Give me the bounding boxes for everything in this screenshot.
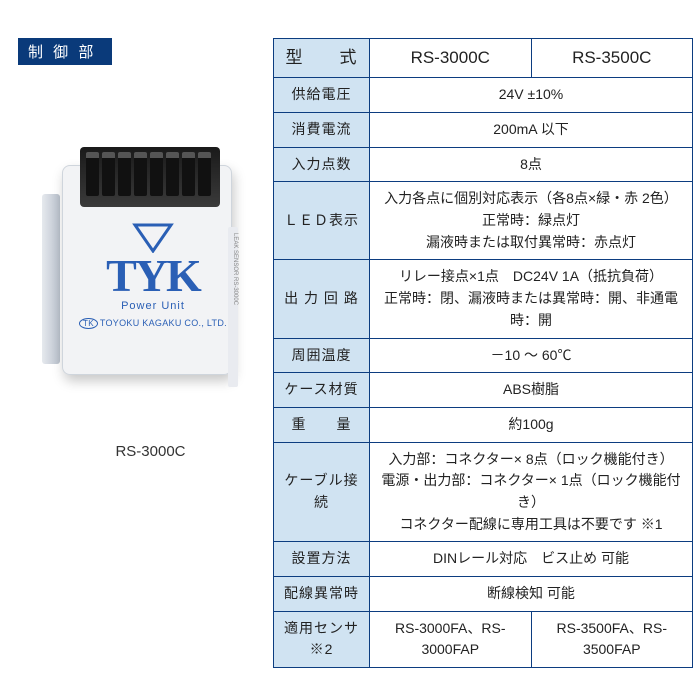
- cable-line2: 電源・出力部：コネクター× 1点（ロック機能付き）: [374, 470, 688, 513]
- table-row: 配線異常時 断線検知 可能: [274, 577, 693, 612]
- side-label-strip: LEAK SENSOR RS-3000C: [228, 227, 238, 387]
- row-value: 断線検知 可能: [370, 577, 693, 612]
- company-text: TOYOKU KAGAKU CO., LTD.: [100, 318, 227, 328]
- row-value: リレー接点×1点 DC24V 1A（抵抗負荷） 正常時：閉、漏液時または異常時：…: [370, 260, 693, 338]
- sensor-b: RS-3500FA、RS-3500FAP: [531, 611, 693, 667]
- model-b: RS-3500C: [531, 39, 693, 78]
- led-line3: 漏液時または取付異常時：赤点灯: [374, 232, 688, 254]
- led-line1: 入力各点に個別対応表示（各8点×緑・赤 2色）: [374, 188, 688, 210]
- row-value: DINレール対応 ビス止め 可能: [370, 542, 693, 577]
- row-value: 入力各点に個別対応表示（各8点×緑・赤 2色） 正常時：緑点灯 漏液時または取付…: [370, 182, 693, 260]
- row-value: 200mA 以下: [370, 113, 693, 148]
- spec-table: 型 式 RS-3000C RS-3500C 供給電圧 24V ±10% 消費電流…: [273, 38, 693, 668]
- table-row-header: 型 式 RS-3000C RS-3500C: [274, 39, 693, 78]
- row-label: ケーブル接続: [274, 442, 370, 542]
- triangle-icon: [131, 223, 175, 253]
- cable-line3: コネクター配線に専用工具は不要です ※1: [374, 514, 688, 536]
- output-line1: リレー接点×1点 DC24V 1A（抵抗負荷）: [374, 266, 688, 288]
- mount-rail: [42, 194, 60, 364]
- row-label: 適用センサ※2: [274, 611, 370, 667]
- row-label: ＬＥＤ表示: [274, 182, 370, 260]
- left-column: 制 御 部 LEAK SENSOR RS-3000C TYK Power Uni…: [18, 38, 263, 668]
- row-label: 出 力 回 路: [274, 260, 370, 338]
- table-row: 重 量 約100g: [274, 407, 693, 442]
- product-photo: LEAK SENSOR RS-3000C TYK Power Unit TKTO…: [24, 137, 260, 417]
- table-row: 供給電圧 24V ±10%: [274, 78, 693, 113]
- table-row: 出 力 回 路 リレー接点×1点 DC24V 1A（抵抗負荷） 正常時：閉、漏液…: [274, 260, 693, 338]
- row-value: ABS樹脂: [370, 373, 693, 408]
- row-value: －10 ～ 60℃: [370, 338, 693, 373]
- table-row: 周囲温度 －10 ～ 60℃: [274, 338, 693, 373]
- terminal-block: [80, 147, 220, 207]
- logo-text: TYK: [106, 250, 200, 301]
- row-label: 供給電圧: [274, 78, 370, 113]
- tyk-logo: TYK: [78, 223, 228, 296]
- row-label: 重 量: [274, 407, 370, 442]
- cable-line1: 入力部：コネクター× 8点（ロック機能付き）: [374, 449, 688, 471]
- row-label: 設置方法: [274, 542, 370, 577]
- output-line2: 正常時：閉、漏液時または異常時：開、非通電時：開: [374, 288, 688, 331]
- row-label: 周囲温度: [274, 338, 370, 373]
- model-a: RS-3000C: [370, 39, 532, 78]
- led-line2: 正常時：緑点灯: [374, 210, 688, 232]
- table-row: ケーブル接続 入力部：コネクター× 8点（ロック機能付き） 電源・出力部：コネク…: [274, 442, 693, 542]
- logo-area: TYK Power Unit TKTOYOKU KAGAKU CO., LTD.: [78, 223, 228, 329]
- row-value: 入力部：コネクター× 8点（ロック機能付き） 電源・出力部：コネクター× 1点（…: [370, 442, 693, 542]
- row-value: 8点: [370, 147, 693, 182]
- row-label: 消費電流: [274, 113, 370, 148]
- sensor-a: RS-3000FA、RS-3000FAP: [370, 611, 532, 667]
- row-value: 約100g: [370, 407, 693, 442]
- table-row: 消費電流 200mA 以下: [274, 113, 693, 148]
- table-row: ケース材質 ABS樹脂: [274, 373, 693, 408]
- power-unit-label: Power Unit: [78, 300, 228, 312]
- row-label: ケース材質: [274, 373, 370, 408]
- row-value: 24V ±10%: [370, 78, 693, 113]
- table-row: 適用センサ※2 RS-3000FA、RS-3000FAP RS-3500FA、R…: [274, 611, 693, 667]
- table-row: 入力点数 8点: [274, 147, 693, 182]
- header-label: 型 式: [274, 39, 370, 78]
- row-label: 入力点数: [274, 147, 370, 182]
- photo-caption: RS-3000C: [38, 443, 263, 460]
- section-label: 制 御 部: [18, 38, 112, 65]
- table-row: 設置方法 DINレール対応 ビス止め 可能: [274, 542, 693, 577]
- row-label: 配線異常時: [274, 577, 370, 612]
- company-label: TKTOYOKU KAGAKU CO., LTD.: [78, 318, 228, 329]
- table-row: ＬＥＤ表示 入力各点に個別対応表示（各8点×緑・赤 2色） 正常時：緑点灯 漏液…: [274, 182, 693, 260]
